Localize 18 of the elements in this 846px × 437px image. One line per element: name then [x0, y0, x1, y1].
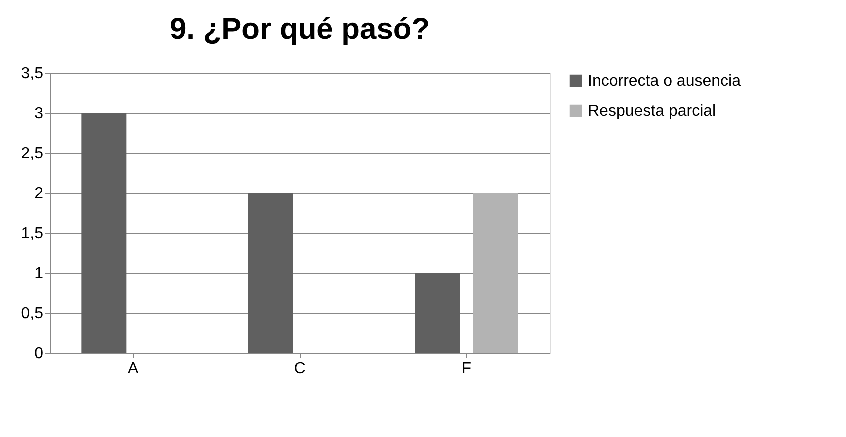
bar — [82, 113, 127, 353]
legend-label: Incorrecta o ausencia — [588, 73, 742, 90]
y-tick-label: 2,5 — [21, 146, 44, 162]
bar — [473, 193, 518, 353]
bar — [415, 273, 460, 353]
x-tick-label: A — [128, 360, 139, 378]
bar — [248, 193, 294, 353]
y-tick-label: 1,5 — [21, 226, 44, 242]
y-tick-label: 1 — [34, 266, 44, 282]
y-tick-label: 0,5 — [21, 306, 44, 322]
y-tick-label: 0 — [34, 346, 44, 362]
y-tick-label: 3,5 — [21, 66, 44, 82]
x-tick-label: F — [462, 360, 472, 378]
chart-title: 9. ¿Por qué pasó? — [170, 13, 430, 46]
legend-label: Respuesta parcial — [588, 103, 716, 120]
y-tick-label: 3 — [34, 106, 44, 122]
x-tick-label: C — [294, 360, 306, 378]
y-tick-label: 2 — [34, 186, 44, 202]
